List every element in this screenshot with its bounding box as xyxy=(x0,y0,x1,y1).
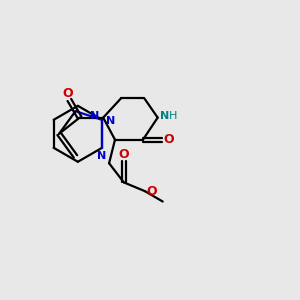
Text: N: N xyxy=(90,111,100,121)
Text: N: N xyxy=(106,116,115,126)
Text: N: N xyxy=(160,111,169,121)
Text: H: H xyxy=(169,111,177,121)
Text: O: O xyxy=(146,185,157,198)
Text: N: N xyxy=(98,151,107,161)
Text: O: O xyxy=(63,87,73,100)
Text: O: O xyxy=(163,133,174,146)
Text: O: O xyxy=(118,148,129,161)
